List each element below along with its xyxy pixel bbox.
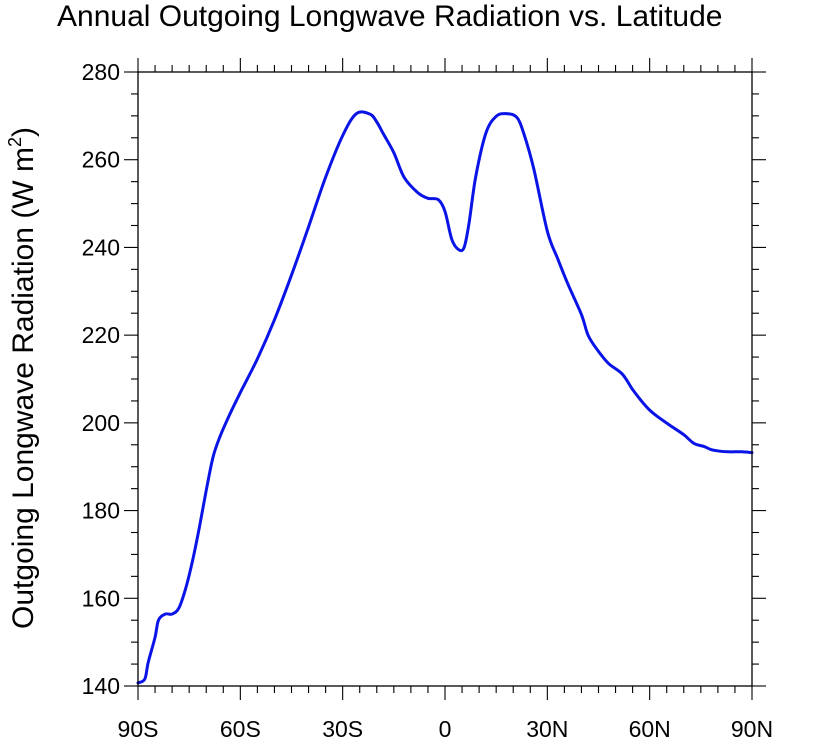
series-group bbox=[136, 110, 754, 685]
series-line-0 bbox=[136, 110, 754, 685]
x-tick-label: 0 bbox=[439, 716, 452, 742]
x-tick-label: 30N bbox=[526, 716, 568, 742]
y-tick-label: 220 bbox=[82, 322, 120, 348]
y-axis-label-main: Outgoing Longwave Radiation (W m bbox=[7, 147, 40, 629]
x-tick-label: 60S bbox=[220, 716, 261, 742]
axis-ticks bbox=[124, 58, 766, 700]
y-tick-label: 160 bbox=[82, 585, 120, 611]
y-tick-label: 240 bbox=[82, 234, 120, 260]
y-axis-label-close: ) bbox=[7, 127, 40, 137]
y-tick-label: 260 bbox=[82, 147, 120, 173]
y-axis-label: Outgoing Longwave Radiation (W m2) bbox=[5, 127, 40, 629]
x-tick-label: 90S bbox=[118, 716, 159, 742]
axis-tick-labels: 140 160 180 200 220 240 260 280 90S 60S 30S 0 30N 60N… bbox=[82, 59, 773, 742]
chart-title: Annual Outgoing Longwave Radiation vs. L… bbox=[57, 0, 722, 33]
y-tick-label: 180 bbox=[82, 498, 120, 524]
y-axis-label-superscript: 2 bbox=[5, 137, 25, 147]
y-tick-label: 280 bbox=[82, 59, 120, 85]
x-tick-label: 90N bbox=[731, 716, 773, 742]
x-tick-label: 30S bbox=[322, 716, 363, 742]
x-tick-label: 60N bbox=[629, 716, 671, 742]
y-tick-label: 140 bbox=[82, 673, 120, 699]
plot-frame bbox=[137, 71, 753, 687]
y-tick-label: 200 bbox=[82, 410, 120, 436]
